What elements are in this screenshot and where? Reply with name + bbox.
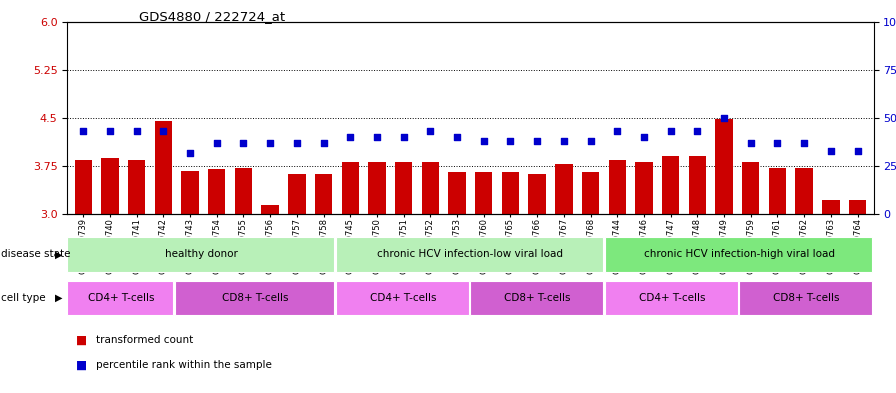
Point [556, 138, 571, 144]
Point [530, 138, 545, 144]
Bar [739, 281, 872, 315]
Bar [368, 162, 385, 214]
Bar [422, 162, 439, 214]
Bar [128, 160, 145, 214]
Point [129, 128, 143, 134]
Point [450, 134, 464, 140]
Bar [289, 174, 306, 214]
Bar [635, 162, 652, 214]
Point [103, 128, 117, 134]
Point [263, 140, 277, 146]
Point [637, 134, 651, 140]
Bar [715, 119, 733, 214]
Bar [662, 156, 679, 214]
Text: CD8+ T-cells: CD8+ T-cells [773, 293, 840, 303]
Point [850, 147, 865, 154]
Bar [67, 281, 173, 315]
Text: CD4+ T-cells: CD4+ T-cells [639, 293, 705, 303]
Text: ▶: ▶ [56, 250, 63, 259]
Bar [823, 200, 840, 214]
Point [183, 149, 197, 156]
Point [316, 140, 331, 146]
Bar [395, 162, 412, 214]
Bar [769, 168, 786, 214]
Point [156, 128, 170, 134]
Bar [502, 173, 519, 214]
Bar [181, 171, 199, 214]
Point [610, 128, 625, 134]
Text: healthy donor: healthy donor [165, 250, 238, 259]
Bar [155, 121, 172, 214]
Bar [67, 237, 334, 272]
Bar [235, 168, 252, 214]
Text: GDS4880 / 222724_at: GDS4880 / 222724_at [139, 10, 285, 23]
Bar [556, 164, 573, 214]
Point [664, 128, 678, 134]
Text: CD8+ T-cells: CD8+ T-cells [222, 293, 289, 303]
Point [423, 128, 437, 134]
Text: percentile rank within the sample: percentile rank within the sample [96, 360, 271, 371]
Point [210, 140, 224, 146]
Text: disease state: disease state [1, 250, 71, 259]
Point [477, 138, 491, 144]
Point [237, 140, 251, 146]
Bar [475, 173, 493, 214]
Bar [341, 162, 359, 214]
Text: ■: ■ [76, 359, 87, 372]
Point [690, 128, 704, 134]
Point [583, 138, 598, 144]
Text: cell type: cell type [1, 293, 46, 303]
Bar [605, 237, 872, 272]
Point [504, 138, 518, 144]
Text: chronic HCV infection-low viral load: chronic HCV infection-low viral load [377, 250, 564, 259]
Point [76, 128, 90, 134]
Bar [208, 169, 226, 214]
Bar [175, 281, 334, 315]
Text: transformed count: transformed count [96, 335, 194, 345]
Text: ▶: ▶ [56, 293, 63, 303]
Bar [742, 162, 760, 214]
Text: CD4+ T-cells: CD4+ T-cells [88, 293, 154, 303]
Point [343, 134, 358, 140]
Bar [689, 156, 706, 214]
Bar [74, 160, 92, 214]
Point [771, 140, 785, 146]
Bar [101, 158, 118, 214]
Text: CD4+ T-cells: CD4+ T-cells [370, 293, 436, 303]
Point [823, 147, 838, 154]
Text: chronic HCV infection-high viral load: chronic HCV infection-high viral load [643, 250, 835, 259]
Bar [582, 173, 599, 214]
Bar [336, 237, 603, 272]
Bar [470, 281, 603, 315]
Text: ■: ■ [76, 333, 87, 347]
Point [717, 115, 731, 121]
Point [396, 134, 410, 140]
Bar [529, 174, 546, 214]
Point [370, 134, 384, 140]
Bar [608, 160, 626, 214]
Point [797, 140, 812, 146]
Bar [262, 204, 279, 214]
Bar [796, 168, 813, 214]
Bar [448, 173, 466, 214]
Bar [314, 174, 332, 214]
Point [289, 140, 304, 146]
Text: CD8+ T-cells: CD8+ T-cells [504, 293, 571, 303]
Bar [849, 200, 866, 214]
Point [744, 140, 758, 146]
Bar [336, 281, 469, 315]
Bar [605, 281, 737, 315]
